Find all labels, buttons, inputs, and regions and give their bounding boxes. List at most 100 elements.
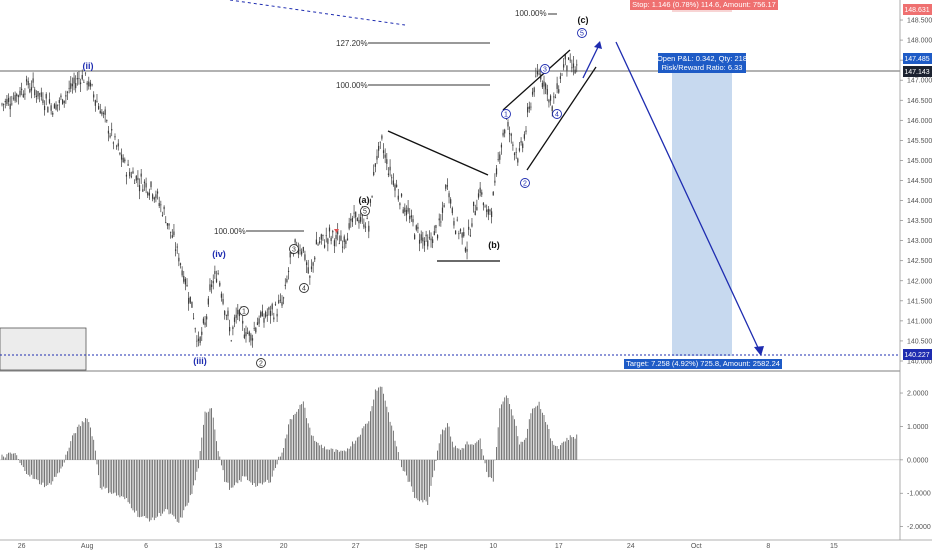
candle bbox=[106, 119, 108, 123]
candle-body bbox=[458, 233, 460, 235]
candle-body bbox=[476, 207, 478, 211]
candle-body bbox=[214, 271, 216, 275]
candle bbox=[340, 230, 342, 242]
candle bbox=[518, 141, 521, 153]
candle-body bbox=[192, 317, 195, 319]
candle bbox=[117, 139, 119, 151]
candle-body bbox=[78, 78, 80, 79]
candle bbox=[99, 103, 101, 114]
candle bbox=[522, 141, 524, 153]
candle bbox=[45, 92, 47, 106]
candle-body bbox=[230, 340, 232, 342]
candle bbox=[278, 294, 280, 305]
wave-label-iv: (iv) bbox=[212, 249, 226, 259]
candle-body bbox=[332, 230, 334, 233]
candle bbox=[179, 262, 182, 269]
target-label-text: Target: 7.258 (4.92%) 725.8, Amount: 258… bbox=[626, 359, 780, 368]
candle bbox=[168, 223, 170, 230]
time-tick-label: 24 bbox=[627, 543, 635, 550]
candle bbox=[338, 235, 340, 245]
candle bbox=[323, 239, 326, 249]
candle bbox=[102, 111, 105, 119]
candle-body bbox=[206, 316, 208, 320]
candle bbox=[114, 133, 116, 141]
prior-range-box bbox=[0, 327, 87, 371]
candle-body bbox=[399, 203, 401, 206]
candle-body bbox=[504, 129, 506, 134]
candle bbox=[558, 85, 560, 94]
candle-body bbox=[381, 135, 383, 139]
candle bbox=[397, 188, 399, 202]
candle bbox=[414, 233, 416, 240]
candle-body bbox=[563, 64, 565, 68]
candle-body bbox=[166, 223, 168, 226]
candle-body bbox=[489, 209, 491, 212]
candle-body bbox=[479, 187, 481, 193]
candle-body bbox=[99, 110, 101, 114]
candle bbox=[4, 98, 6, 109]
candle-body bbox=[222, 299, 224, 304]
candle-body bbox=[305, 262, 308, 266]
candle-body bbox=[340, 235, 342, 241]
candle-body bbox=[202, 318, 205, 324]
candle bbox=[528, 101, 530, 113]
candle bbox=[474, 204, 476, 216]
candle-body bbox=[407, 207, 409, 212]
candle-body bbox=[274, 303, 277, 305]
candle-body bbox=[251, 338, 254, 341]
candle bbox=[436, 234, 439, 241]
candle-body bbox=[278, 300, 280, 304]
candle-body bbox=[319, 241, 321, 243]
candles bbox=[1, 53, 578, 348]
price-tick-label: 141.500 bbox=[907, 298, 932, 305]
candle-body bbox=[315, 239, 317, 245]
candle bbox=[335, 230, 337, 247]
candle-body bbox=[102, 113, 105, 114]
candle-body bbox=[507, 122, 509, 127]
candle bbox=[314, 255, 316, 263]
candle bbox=[309, 275, 311, 285]
candle bbox=[487, 206, 489, 221]
candle bbox=[345, 239, 347, 249]
candle-body bbox=[410, 215, 412, 218]
candle-body bbox=[304, 254, 306, 260]
candle bbox=[247, 327, 249, 335]
wave-circle-marker: 4 bbox=[299, 283, 309, 293]
candle-body bbox=[548, 99, 550, 103]
candle bbox=[330, 235, 332, 245]
stop-price-tag bbox=[903, 4, 932, 15]
candle-body bbox=[42, 99, 44, 104]
candle-body bbox=[420, 234, 422, 241]
candle bbox=[186, 278, 188, 287]
candle-body bbox=[135, 175, 137, 181]
candle-body bbox=[530, 106, 532, 108]
candle bbox=[58, 97, 60, 111]
candle-body bbox=[130, 176, 132, 178]
candle bbox=[382, 143, 385, 159]
candle bbox=[86, 80, 88, 91]
candle-body bbox=[225, 315, 227, 316]
candle bbox=[215, 270, 218, 284]
candle-body bbox=[25, 79, 28, 82]
candle bbox=[415, 224, 417, 232]
candle bbox=[73, 72, 75, 91]
candle bbox=[287, 267, 290, 280]
candle-body bbox=[299, 249, 301, 251]
candle bbox=[312, 261, 314, 273]
candle bbox=[523, 131, 525, 141]
candle-body bbox=[309, 275, 311, 278]
candle-body bbox=[556, 83, 558, 89]
candle-body bbox=[84, 72, 87, 74]
candle bbox=[486, 204, 488, 218]
candle bbox=[21, 82, 23, 96]
candle bbox=[445, 184, 447, 192]
candle-body bbox=[404, 207, 406, 212]
candle-body bbox=[477, 193, 480, 198]
candle bbox=[96, 94, 98, 103]
candle-body bbox=[98, 106, 100, 110]
candle bbox=[319, 236, 321, 245]
candle-body bbox=[469, 235, 471, 237]
candle-body bbox=[120, 154, 123, 160]
candle-body bbox=[22, 93, 24, 98]
candle bbox=[150, 181, 152, 190]
